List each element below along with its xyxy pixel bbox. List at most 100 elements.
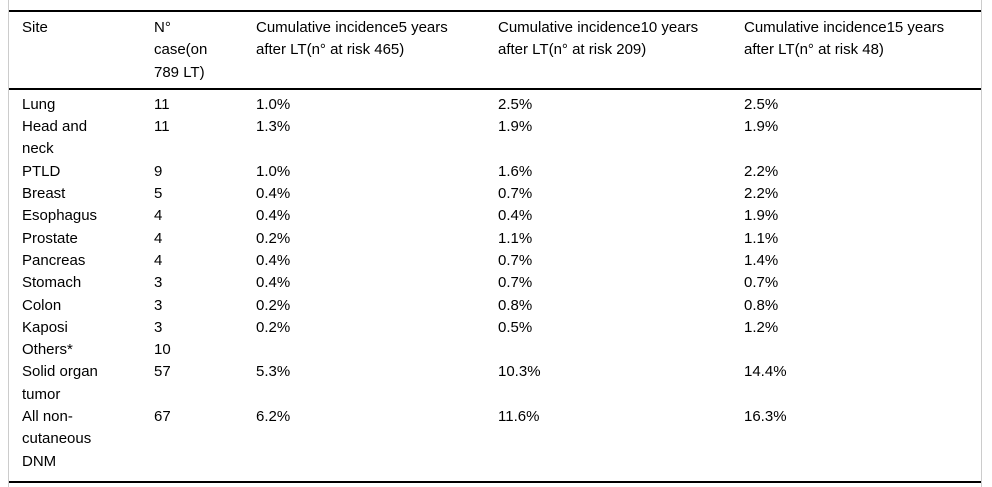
n-case-cell: 3 [154, 318, 163, 336]
n-case-cell: 3 [154, 296, 163, 314]
incidence-15y-cell: 0.8% [744, 296, 779, 314]
col-header-incidence-5y-label: Cumulative incidence5 years after LT(n° … [256, 19, 448, 59]
site-cell-label: Colon [22, 296, 62, 314]
col-header-incidence-15y-label: Cumulative incidence15 years after LT(n°… [744, 19, 945, 59]
col-header-incidence-10y: Cumulative incidence10 years after LT(n°… [498, 11, 744, 90]
n-case-cell: 3 [154, 274, 163, 292]
n-case-cell: 5 [154, 185, 163, 203]
table-row: Pancreas 4 0.4% 0.7% 1.4% [9, 250, 981, 272]
n-case-cell: 4 [154, 251, 163, 269]
incidence-10y-cell: 2.5% [498, 95, 533, 113]
incidence-15y-cell: 1.2% [744, 318, 779, 336]
table-row: Kaposi 3 0.2% 0.5% 1.2% [9, 317, 981, 339]
incidence-5y-cell: 0.4% [256, 251, 291, 269]
n-case-cell: 11 [154, 95, 170, 113]
site-cell-label: Head and neck [22, 118, 88, 158]
site-cell: Lung [9, 89, 154, 116]
incidence-10y-cell [498, 339, 744, 361]
site-cell-label: Stomach [22, 274, 82, 292]
site-cell: PTLD [9, 161, 154, 183]
cumulative-incidence-table: Site N° case(on 789 LT) Cumulative incid… [9, 10, 981, 483]
site-cell-label: Lung [22, 95, 56, 113]
incidence-5y-cell: 0.2% [256, 296, 291, 314]
incidence-15y-cell: 2.5% [744, 95, 779, 113]
incidence-5y-cell: 5.3% [256, 363, 291, 381]
col-header-n-case: N° case(on 789 LT) [154, 11, 256, 90]
site-cell: All non-cutaneous DNM [9, 406, 154, 482]
table-container: Site N° case(on 789 LT) Cumulative incid… [8, 0, 982, 487]
incidence-15y-cell: 14.4% [744, 363, 787, 381]
site-cell-label: Esophagus [22, 207, 98, 225]
table-row: Others* 10 [9, 339, 981, 361]
incidence-5y-cell: 1.3% [256, 118, 291, 136]
incidence-15y-cell: 1.4% [744, 251, 779, 269]
incidence-10y-cell: 11.6% [498, 408, 540, 426]
col-header-n-case-label: N° case(on 789 LT) [154, 19, 208, 81]
site-cell-label: Prostate [22, 229, 78, 247]
incidence-10y-cell: 0.4% [498, 207, 533, 225]
col-header-incidence-10y-label: Cumulative incidence10 years after LT(n°… [498, 19, 699, 59]
table-row: Stomach 3 0.4% 0.7% 0.7% [9, 272, 981, 294]
table-row: Solid organ tumor 57 5.3% 10.3% 14.4% [9, 361, 981, 406]
incidence-10y-cell: 0.5% [498, 318, 533, 336]
site-cell: Prostate [9, 228, 154, 250]
incidence-5y-cell: 0.4% [256, 185, 291, 203]
table-row: Lung 11 1.0% 2.5% 2.5% [9, 89, 981, 116]
incidence-10y-cell: 0.8% [498, 296, 533, 314]
incidence-10y-cell: 10.3% [498, 363, 541, 381]
n-case-cell: 10 [154, 341, 171, 359]
n-case-cell: 4 [154, 229, 163, 247]
incidence-5y-cell: 6.2% [256, 408, 291, 426]
site-cell-label: Breast [22, 185, 66, 203]
n-case-cell: 4 [154, 207, 163, 225]
col-header-incidence-5y: Cumulative incidence5 years after LT(n° … [256, 11, 498, 90]
table-row: Colon 3 0.2% 0.8% 0.8% [9, 295, 981, 317]
table-row: PTLD 9 1.0% 1.6% 2.2% [9, 161, 981, 183]
site-cell-label: Pancreas [22, 251, 86, 269]
incidence-10y-cell: 1.1% [498, 229, 533, 247]
site-cell-label: PTLD [22, 162, 61, 180]
site-cell-label: All non-cutaneous DNM [22, 408, 92, 470]
site-cell: Kaposi [9, 317, 154, 339]
n-case-cell: 9 [154, 162, 163, 180]
n-case-cell: 57 [154, 363, 171, 381]
incidence-15y-cell [744, 339, 981, 361]
site-cell: Stomach [9, 272, 154, 294]
table-row: Head and neck 11 1.3% 1.9% 1.9% [9, 116, 981, 161]
incidence-10y-cell: 0.7% [498, 274, 533, 292]
incidence-10y-cell: 0.7% [498, 251, 533, 269]
col-header-site-label: Site [22, 19, 48, 36]
incidence-10y-cell: 1.6% [498, 162, 533, 180]
incidence-5y-cell: 0.2% [256, 229, 291, 247]
header-row: Site N° case(on 789 LT) Cumulative incid… [9, 11, 981, 90]
incidence-15y-cell: 0.7% [744, 274, 779, 292]
site-cell-label: Kaposi [22, 318, 68, 336]
table-row: All non-cutaneous DNM 67 6.2% 11.6% 16.3… [9, 406, 981, 482]
site-cell: Solid organ tumor [9, 361, 154, 406]
site-cell-label: Others* [22, 341, 73, 359]
incidence-15y-cell: 16.3% [744, 408, 787, 426]
incidence-5y-cell: 0.4% [256, 274, 291, 292]
incidence-5y-cell: 1.0% [256, 162, 291, 180]
incidence-10y-cell: 1.9% [498, 118, 533, 136]
site-cell: Colon [9, 295, 154, 317]
site-cell: Others* [9, 339, 154, 361]
site-cell: Head and neck [9, 116, 154, 161]
table-row: Prostate 4 0.2% 1.1% 1.1% [9, 228, 981, 250]
table-body: Lung 11 1.0% 2.5% 2.5% Head and neck 11 … [9, 89, 981, 482]
col-header-site: Site [9, 11, 154, 90]
incidence-5y-cell: 1.0% [256, 95, 291, 113]
table-row: Breast 5 0.4% 0.7% 2.2% [9, 183, 981, 205]
site-cell: Esophagus [9, 205, 154, 227]
site-cell-label: Solid organ tumor [22, 363, 98, 403]
incidence-15y-cell: 1.1% [744, 229, 779, 247]
incidence-15y-cell: 1.9% [744, 118, 779, 136]
site-cell: Breast [9, 183, 154, 205]
incidence-5y-cell: 0.2% [256, 318, 291, 336]
n-case-cell: 67 [154, 408, 171, 426]
incidence-15y-cell: 2.2% [744, 185, 779, 203]
incidence-5y-cell [256, 339, 498, 361]
incidence-15y-cell: 1.9% [744, 207, 779, 225]
incidence-5y-cell: 0.4% [256, 207, 291, 225]
